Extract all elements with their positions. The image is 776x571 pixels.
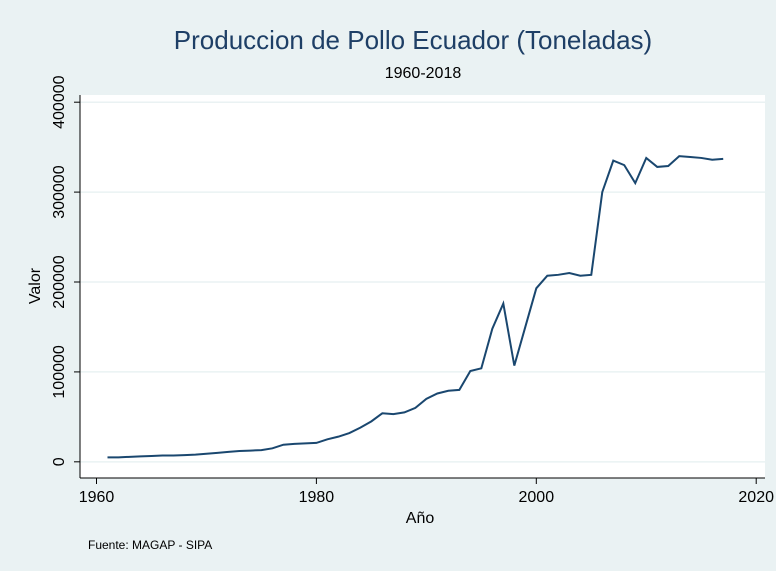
y-tick-label: 100000 [51, 345, 68, 398]
y-axis-label: Valor [27, 267, 44, 304]
y-tick-label: 0 [51, 457, 68, 466]
chart-subtitle: 1960-2018 [385, 65, 462, 82]
y-tick-label: 300000 [51, 165, 68, 218]
y-tick-label: 400000 [51, 75, 68, 128]
x-tick-label: 2020 [738, 489, 774, 506]
x-tick-label: 2000 [519, 489, 555, 506]
y-tick-label: 200000 [51, 255, 68, 308]
x-tick-label: 1960 [79, 489, 115, 506]
data-line [107, 155, 724, 459]
note: Fuente: MAGAP - SIPA [88, 538, 212, 552]
chart-title: Produccion de Pollo Ecuador (Toneladas) [174, 25, 652, 55]
plot-area [80, 95, 765, 478]
x-axis-label: Año [406, 510, 435, 527]
x-tick-label: 1980 [299, 489, 335, 506]
